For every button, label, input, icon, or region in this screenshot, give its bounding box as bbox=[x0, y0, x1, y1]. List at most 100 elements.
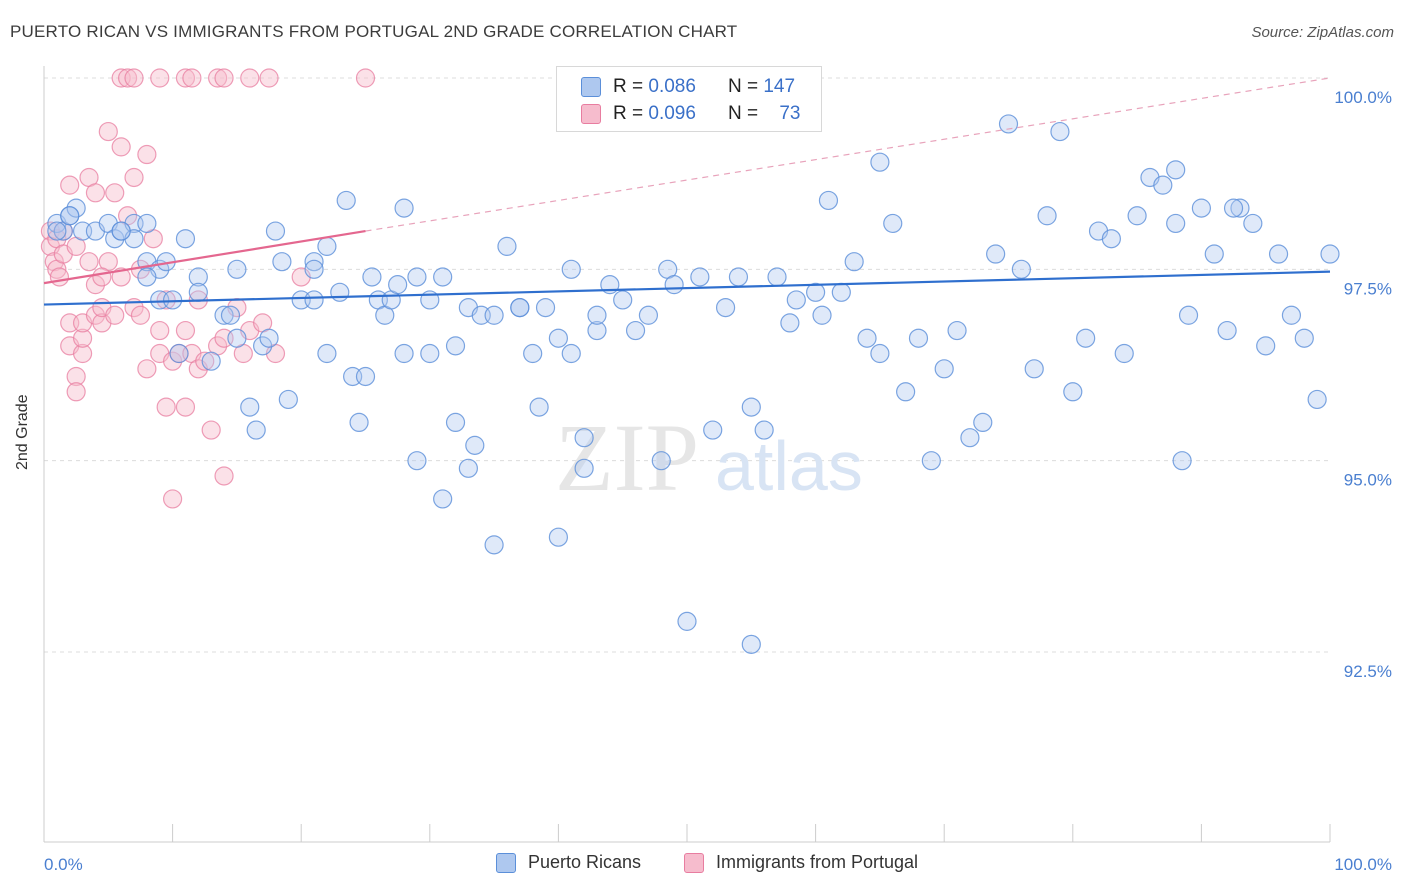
point-puerto-rican bbox=[613, 290, 633, 310]
point-puerto-rican bbox=[638, 305, 659, 325]
x-tick-label-left: 0.0% bbox=[44, 855, 83, 874]
point-puerto-rican bbox=[908, 328, 929, 348]
point-puerto-rican bbox=[1114, 343, 1134, 364]
point-puerto-rican bbox=[805, 282, 826, 302]
point-puerto-rican bbox=[304, 290, 324, 310]
point-puerto-rican bbox=[1166, 160, 1186, 180]
point-puerto-rican bbox=[407, 267, 427, 287]
point-portugal bbox=[208, 68, 228, 88]
legend-r-label: R = bbox=[613, 76, 644, 97]
series-swatch-blue bbox=[496, 852, 516, 873]
point-puerto-rican bbox=[523, 343, 543, 364]
point-puerto-rican bbox=[1307, 389, 1327, 410]
point-portugal bbox=[182, 68, 202, 88]
point-puerto-rican bbox=[169, 343, 189, 364]
point-puerto-rican bbox=[1191, 198, 1212, 218]
point-puerto-rican bbox=[883, 213, 903, 234]
point-puerto-rican bbox=[111, 221, 131, 241]
point-puerto-rican bbox=[47, 221, 67, 241]
trend-line-portugal bbox=[43, 229, 366, 285]
point-puerto-rican bbox=[278, 389, 298, 410]
point-portugal bbox=[156, 290, 176, 310]
point-puerto-rican bbox=[510, 298, 530, 318]
trend-lines bbox=[43, 77, 1331, 306]
point-puerto-rican bbox=[1101, 229, 1121, 249]
point-puerto-rican bbox=[574, 458, 594, 478]
point-puerto-rican bbox=[1037, 206, 1057, 226]
point-portugal bbox=[163, 489, 183, 509]
point-puerto-rican bbox=[1256, 336, 1276, 356]
trend-extension-portugal bbox=[365, 77, 1331, 232]
point-puerto-rican bbox=[362, 267, 382, 287]
point-puerto-rican bbox=[445, 412, 466, 432]
point-puerto-rican bbox=[561, 343, 581, 364]
point-puerto-rican bbox=[1281, 305, 1302, 325]
point-puerto-rican bbox=[336, 190, 356, 211]
point-portugal bbox=[175, 397, 196, 417]
point-puerto-rican bbox=[201, 351, 221, 371]
point-puerto-rican bbox=[304, 252, 324, 272]
point-puerto-rican bbox=[1063, 382, 1083, 402]
point-portugal bbox=[72, 343, 93, 364]
point-portugal bbox=[201, 420, 221, 440]
point-puerto-rican bbox=[137, 213, 157, 234]
series-legend-portugal[interactable]: Immigrants from Portugal bbox=[684, 852, 918, 873]
point-puerto-rican bbox=[445, 336, 466, 356]
point-puerto-rican bbox=[741, 397, 761, 417]
point-puerto-rican bbox=[754, 420, 774, 440]
series-label: Puerto Ricans bbox=[528, 852, 642, 872]
point-portugal bbox=[137, 359, 157, 379]
y-tick-labels: 92.5% 95.0% 97.5% 100.0% bbox=[1334, 88, 1392, 681]
point-puerto-rican bbox=[246, 420, 266, 440]
point-portugal bbox=[195, 351, 215, 371]
point-puerto-rican bbox=[1172, 451, 1192, 471]
point-portugal bbox=[105, 183, 125, 203]
point-puerto-rican bbox=[1050, 121, 1070, 142]
point-portugal bbox=[117, 68, 138, 88]
point-puerto-rican bbox=[780, 313, 800, 333]
point-puerto-rican bbox=[690, 267, 710, 287]
point-puerto-rican bbox=[394, 198, 414, 218]
point-portugal bbox=[137, 144, 157, 165]
series-legend-puerto-rican[interactable]: Puerto Ricans bbox=[496, 852, 641, 873]
point-puerto-rican bbox=[587, 320, 607, 341]
point-puerto-rican bbox=[497, 236, 517, 256]
points-puerto-rican bbox=[47, 114, 1340, 654]
point-puerto-rican bbox=[330, 282, 350, 302]
legend-n-label: N = bbox=[727, 103, 759, 124]
point-puerto-rican bbox=[574, 428, 594, 448]
point-puerto-rican bbox=[317, 343, 337, 364]
point-puerto-rican bbox=[587, 305, 607, 325]
point-puerto-rican bbox=[857, 328, 877, 348]
point-puerto-rican bbox=[561, 259, 581, 279]
series-legend: Puerto Ricans Immigrants from Portugal bbox=[0, 852, 1406, 876]
point-puerto-rican bbox=[1217, 320, 1237, 341]
point-puerto-rican bbox=[786, 290, 806, 310]
point-puerto-rican bbox=[818, 190, 839, 211]
legend-row-puerto-rican: R = 0.086 N = 147 bbox=[581, 73, 795, 101]
point-puerto-rican bbox=[921, 451, 941, 471]
point-puerto-rican bbox=[1230, 198, 1250, 218]
point-puerto-rican bbox=[253, 336, 273, 356]
point-portugal bbox=[175, 68, 196, 88]
point-puerto-rican bbox=[1204, 244, 1224, 264]
point-puerto-rican bbox=[394, 343, 414, 364]
point-puerto-rican bbox=[214, 305, 234, 325]
point-puerto-rican bbox=[1076, 328, 1096, 348]
point-puerto-rican bbox=[535, 298, 556, 318]
point-puerto-rican bbox=[349, 412, 369, 432]
point-puerto-rican bbox=[934, 359, 954, 379]
point-puerto-rican bbox=[651, 451, 671, 471]
axes bbox=[43, 66, 1331, 843]
point-portugal bbox=[124, 167, 144, 188]
point-puerto-rican bbox=[433, 267, 453, 287]
legend-n-value: 73 bbox=[779, 103, 801, 124]
point-puerto-rican bbox=[240, 397, 260, 417]
y-tick-label: 92.5% bbox=[1344, 662, 1392, 681]
point-puerto-rican bbox=[1024, 359, 1044, 379]
x-tick-labels: 0.0% 100.0% bbox=[44, 855, 1392, 874]
point-portugal bbox=[85, 183, 106, 203]
point-puerto-rican bbox=[703, 420, 723, 440]
point-puerto-rican bbox=[973, 412, 993, 432]
